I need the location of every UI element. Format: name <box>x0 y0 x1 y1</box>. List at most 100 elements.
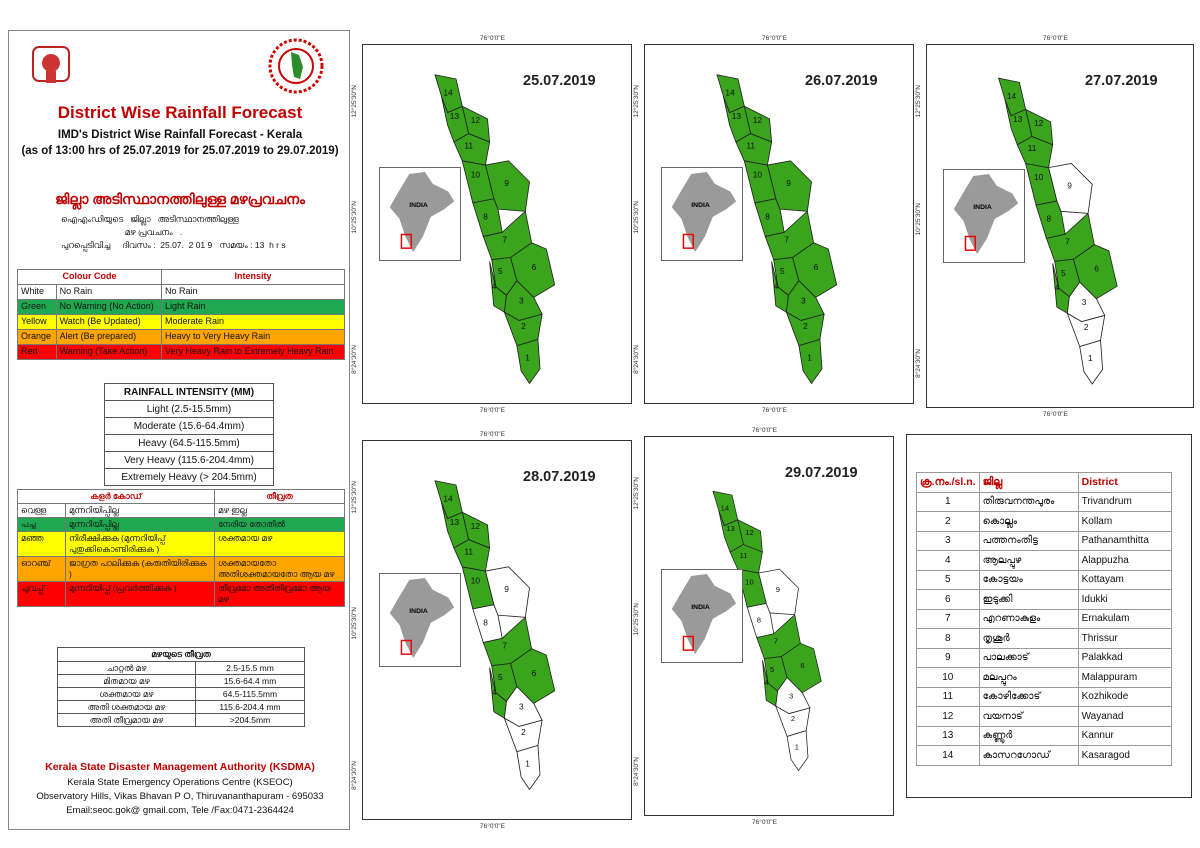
india-inset-map: INDIA <box>943 169 1025 263</box>
ml-colour-code-table: കളർ കോഡ് തീവ്രത വെള്ള മുന്നറിയിപ്പില്ല മഴ … <box>17 489 345 607</box>
district-row: 5 കോട്ടയം Kottayam <box>916 569 1173 590</box>
district-number: 7 <box>916 608 980 629</box>
district-number-label: 4 <box>492 687 497 697</box>
district-number-label: 13 <box>726 524 734 533</box>
rainfall-intensity-row: Heavy (64.5-115.5mm) <box>104 434 274 452</box>
ml-colour-code-meaning: മുന്നറിയിപ്പ് (പ്രവർത്തിക്കുക ) <box>65 581 215 607</box>
forecast-map-panel: 27.07.2019 76°0'0"E 76°0'0"E 12°25'30"N 10°2… <box>915 35 1194 418</box>
district-shape-14 <box>712 490 739 526</box>
district-number-label: 1 <box>525 758 530 768</box>
lat-label: 10°25'30"N <box>915 203 922 236</box>
colour-code-colour: White <box>17 284 57 300</box>
district-row: 8 തൃശൂർ Thrissur <box>916 628 1173 649</box>
ml-rainfall-intensity-title: മഴയുടെ തീവ്രത <box>57 647 305 662</box>
district-number-label: 3 <box>1082 297 1087 307</box>
district-number: 9 <box>916 647 980 668</box>
ml-colour-code-row: ഓറഞ്ച് ജാഗ്രത പാലിക്കുക (കരുതിയിരിക്കുക )… <box>17 556 345 582</box>
district-number-label: 1 <box>1088 353 1093 363</box>
district-name-ml: എറണാകുളം <box>978 608 1079 629</box>
district-number-label: 1 <box>525 352 530 362</box>
lat-label: 12°25'30"N <box>351 85 358 118</box>
ml-rainfall-intensity-table: മഴയുടെ തീവ്രത ചാറ്റൽ മഴ 2.5-15.5 mm മിതമായ… <box>57 647 306 727</box>
district-name-ml: തിരുവനന്തപുരം <box>978 491 1079 512</box>
ml-rainfall-range: >204.5mm <box>194 713 306 727</box>
district-row: 4 ആലപ്പുഴ Alappuzha <box>916 550 1173 571</box>
ml-rainfall-range: 15.6-64.4 mm <box>194 674 306 688</box>
district-name-ml: പാലക്കാട് <box>978 647 1079 668</box>
ml-colour-code-row: മഞ്ഞ നിരീക്ഷിക്കുക (മുന്നറിയിപ്പ് പുതുക്ക… <box>17 531 345 557</box>
district-name-ml: കാസറഗോഡ് <box>978 745 1079 766</box>
colour-code-row: Orange Alert (Be prepared) Heavy to Very H… <box>17 329 345 345</box>
district-number: 4 <box>916 550 980 571</box>
district-number-label: 5 <box>498 266 503 276</box>
footer-line: Email:seoc.gok@ gmail.com, Tele /Fax:047… <box>66 805 294 816</box>
district-name-ml: മലപ്പുറം <box>978 667 1079 688</box>
district-row: 2 കൊല്ലം Kollam <box>916 511 1173 532</box>
district-number-label: 2 <box>521 321 526 331</box>
ml-rainfall-label: മിതമായ മഴ <box>57 674 196 688</box>
district-number: 14 <box>916 745 980 766</box>
india-outline-icon: INDIA <box>671 574 737 655</box>
lat-label: 12°25'30"N <box>351 481 358 514</box>
lat-label: 8°24'30"N <box>351 761 358 790</box>
forecast-map-panel: 26.07.2019 76°0'0"E 76°0'0"E 12°25'30"N 10°2… <box>633 35 914 414</box>
lon-label-top: 76°0'0"E <box>762 35 787 42</box>
district-row: 10 മലപ്പുറം Malappuram <box>916 667 1173 688</box>
rainfall-intensity-row: Very Heavy (115.6-204.4mm) <box>104 451 274 469</box>
district-number-label: 12 <box>471 115 481 125</box>
district-number-label: 13 <box>450 517 460 527</box>
lat-label: 12°25'30"N <box>633 477 640 510</box>
district-row: 6 ഇടുക്കി Idukki <box>916 589 1173 610</box>
sl-no-header: ക്ര.നം./sl.n. <box>916 472 980 493</box>
colour-code-row: White No Rain No Rain <box>17 284 345 300</box>
ml-line: ഐഎംഡിയുടെ ജില്ലാ അടിസ്ഥാനത്തിലുള്ള <box>61 214 239 224</box>
district-number-label: 6 <box>532 668 537 678</box>
colour-code-meaning: Watch (Be Updated) <box>55 314 163 330</box>
colour-code-meaning: No Warning (No Action) <box>55 299 163 315</box>
district-name: Kasaragod <box>1077 745 1173 766</box>
district-name: Kottayam <box>1077 569 1173 590</box>
district-number-label: 14 <box>721 503 729 512</box>
ml-colour-code-row: ചുവപ്പ് മുന്നറിയിപ്പ് (പ്രവർത്തിക്കുക ) തീ… <box>17 581 345 607</box>
district-number-label: 11 <box>464 140 473 150</box>
district-number-label: 5 <box>1061 268 1066 278</box>
forecast-map-panel: 28.07.2019 76°0'0"E 76°0'0"E 12°25'30"N 10°2… <box>351 431 632 830</box>
colour-code-meaning: Warning (Take Action) <box>55 344 163 360</box>
district-number-label: 2 <box>521 727 526 737</box>
ml-colour-code-colour: പച്ച <box>17 517 66 532</box>
ml-district-header: ജില്ല <box>978 472 1079 493</box>
colour-code-row: Green No Warning (No Action) Light Rain <box>17 299 345 315</box>
district-number-label: 10 <box>471 576 481 586</box>
district-number: 3 <box>916 530 980 551</box>
district-shape-14 <box>998 77 1027 117</box>
india-outline-icon: INDIA <box>389 578 455 659</box>
district-number: 10 <box>916 667 980 688</box>
district-number-label: 14 <box>443 88 453 98</box>
district-number-label: 4 <box>1055 282 1060 292</box>
ml-colour-code-intensity: നേരിയ തോതിൽ <box>214 517 345 532</box>
colour-code-colour: Green <box>17 299 57 315</box>
lon-label-bottom: 76°0'0"E <box>752 819 777 826</box>
district-number-label: 11 <box>746 140 755 150</box>
district-number-label: 9 <box>504 584 509 594</box>
ml-colour-code-intensity: മഴ ഇല്ല <box>214 503 345 518</box>
colour-code-meaning: Alert (Be prepared) <box>55 329 163 345</box>
india-outline-icon: INDIA <box>953 174 1019 255</box>
district-number-label: 14 <box>443 494 453 504</box>
lon-label-bottom: 76°0'0"E <box>480 407 505 414</box>
ml-rainfall-range: 64.5-115.5mm <box>194 687 306 701</box>
lat-label: 10°25'30"N <box>351 201 358 234</box>
ml-line: പുറപ്പെടിവിച്ച ദിവസം : 25.07. 2 01 9 സമയ… <box>61 240 286 250</box>
district-name: Thrissur <box>1077 628 1173 649</box>
lat-label: 8°24'30"N <box>351 345 358 374</box>
district-number-label: 14 <box>725 88 735 98</box>
district-number-label: 3 <box>789 691 793 700</box>
district-number: 1 <box>916 491 980 512</box>
district-number-label: 10 <box>745 577 753 586</box>
map-date: 29.07.2019 <box>785 465 858 481</box>
district-number: 5 <box>916 569 980 590</box>
